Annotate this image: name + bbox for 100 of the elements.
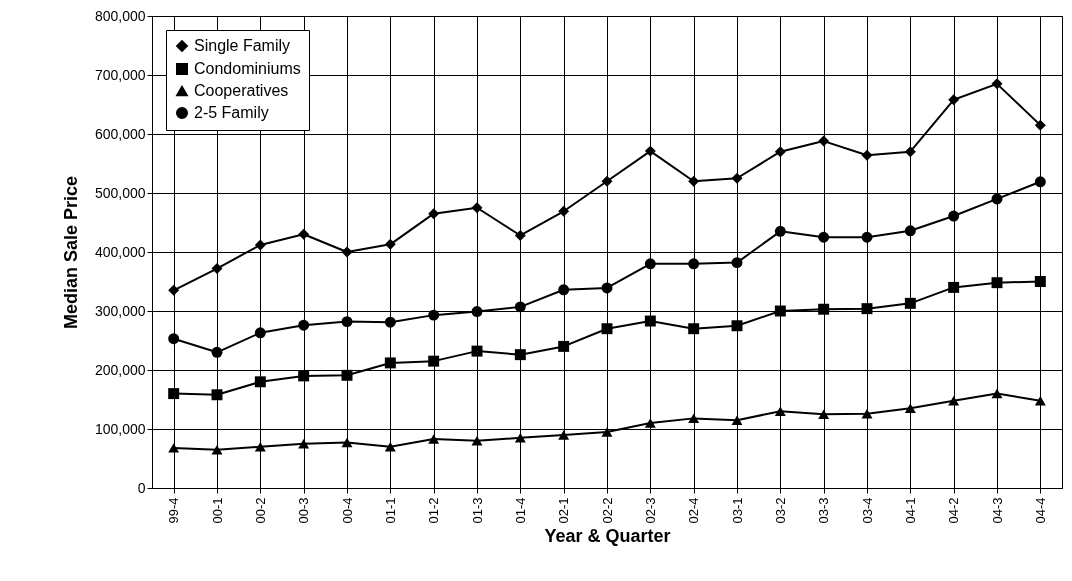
point	[818, 303, 830, 315]
point	[991, 388, 1003, 399]
point	[341, 369, 353, 381]
point	[688, 323, 700, 335]
point	[384, 316, 396, 328]
point	[254, 327, 266, 339]
point	[774, 146, 786, 158]
point	[774, 225, 786, 237]
point	[774, 406, 786, 417]
point	[861, 303, 873, 315]
point	[818, 409, 830, 419]
x-tick-label: 99-4	[166, 497, 182, 524]
point	[471, 345, 483, 357]
point	[298, 439, 310, 449]
y-axis-title: Median Sale Price	[60, 175, 81, 330]
x-tick-label: 04-2	[946, 497, 962, 524]
point	[731, 415, 743, 425]
point	[688, 413, 700, 424]
point	[514, 433, 526, 443]
point	[991, 277, 1003, 289]
point	[731, 172, 743, 184]
point	[731, 320, 743, 332]
point	[168, 333, 180, 345]
point	[558, 430, 570, 440]
point	[384, 238, 396, 250]
point	[168, 284, 180, 296]
x-tick-label: 02-3	[642, 497, 658, 524]
point	[558, 284, 570, 296]
y-tick-label: 600,000	[94, 125, 146, 142]
point	[774, 305, 786, 317]
x-tick-label: 02-2	[599, 497, 615, 524]
y-tick-label: 800,000	[94, 7, 146, 24]
point	[601, 175, 613, 187]
y-tick-label: 100,000	[94, 420, 146, 437]
y-tick-label: 500,000	[94, 184, 146, 201]
point	[644, 418, 656, 428]
x-tick-label: 03-3	[816, 497, 832, 524]
point	[254, 441, 266, 452]
point	[428, 355, 440, 367]
point	[731, 257, 743, 269]
point	[644, 315, 656, 327]
point	[471, 436, 483, 446]
point	[341, 316, 353, 328]
point	[601, 427, 613, 437]
point	[1034, 119, 1046, 131]
point	[254, 239, 266, 251]
point	[904, 403, 916, 414]
point	[1034, 395, 1046, 406]
legend-label: Condominiums	[194, 60, 301, 77]
point	[991, 193, 1003, 205]
legend-label: Single Family	[194, 37, 291, 54]
point	[861, 408, 873, 419]
point	[514, 349, 526, 361]
point	[514, 230, 526, 241]
point	[514, 301, 526, 313]
point	[558, 205, 570, 217]
x-tick-label: 04-3	[989, 497, 1005, 524]
point	[904, 297, 916, 309]
x-tick-label: 01-2	[426, 497, 442, 524]
x-tick-label: 03-1	[729, 497, 745, 524]
point	[644, 145, 656, 157]
point	[688, 175, 700, 187]
point	[384, 441, 396, 452]
x-tick-label: 00-3	[296, 497, 312, 524]
point	[1034, 176, 1046, 188]
point	[341, 246, 353, 258]
point	[428, 309, 440, 321]
x-axis-title: Year & Quarter	[544, 525, 671, 546]
point	[948, 395, 960, 406]
point	[991, 78, 1003, 90]
legend-label: 2-5 Family	[194, 104, 269, 121]
point	[558, 340, 570, 352]
point	[948, 281, 960, 293]
legend-label: Cooperatives	[194, 82, 289, 99]
point	[601, 282, 613, 294]
x-tick-label: 04-1	[902, 497, 918, 524]
y-tick-label: 700,000	[94, 66, 146, 83]
point	[211, 389, 223, 401]
point	[168, 388, 180, 400]
y-tick-label: 0	[137, 479, 146, 496]
x-tick-label: 03-2	[772, 497, 788, 524]
point	[601, 323, 613, 335]
y-tick-label: 200,000	[94, 361, 146, 378]
point	[861, 149, 873, 161]
point	[1034, 276, 1046, 287]
point	[818, 135, 830, 147]
point	[298, 319, 310, 331]
x-tick-label: 03-4	[859, 497, 875, 524]
y-tick-label: 400,000	[94, 243, 146, 260]
x-tick-label: 01-1	[382, 497, 398, 524]
point	[948, 94, 960, 106]
point	[904, 225, 916, 237]
point	[211, 444, 223, 455]
point	[384, 357, 396, 369]
x-tick-label: 00-1	[209, 497, 225, 524]
point	[471, 306, 483, 318]
point	[688, 258, 700, 270]
point	[861, 231, 873, 243]
point	[211, 346, 223, 358]
x-tick-label: 00-2	[252, 497, 268, 524]
